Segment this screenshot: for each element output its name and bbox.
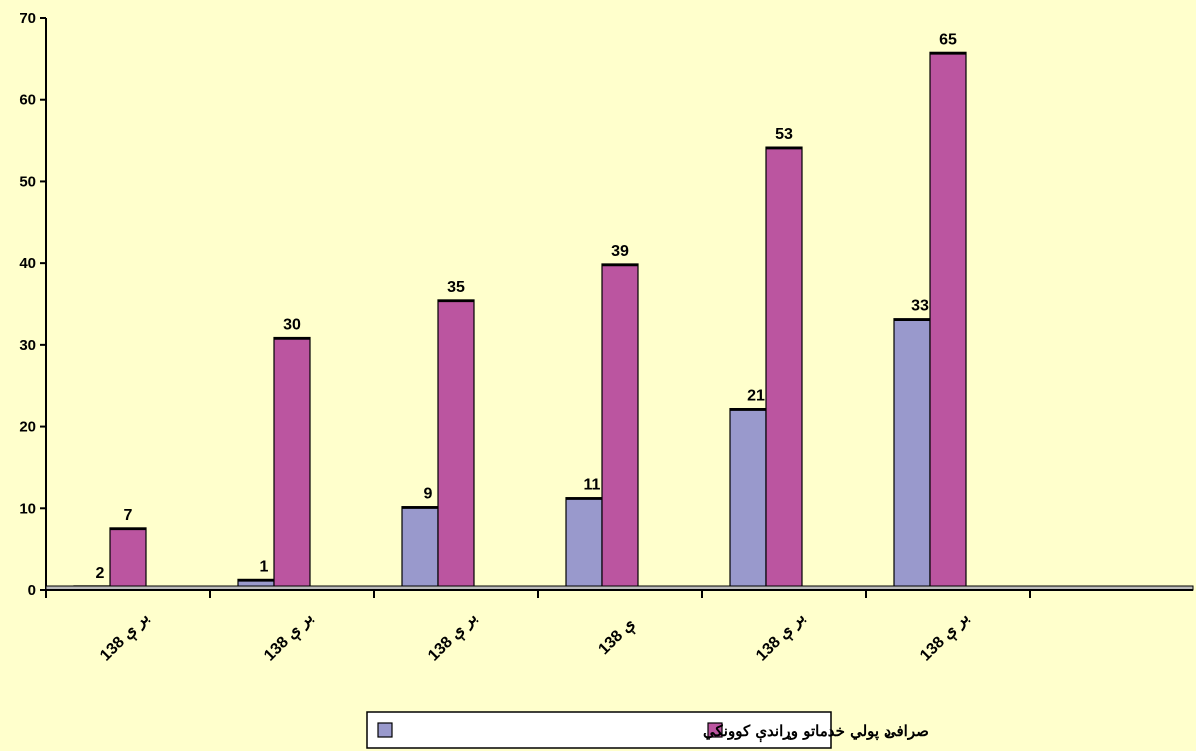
- data-label-series-2: 35: [447, 279, 465, 296]
- y-axis: 0 10 20 30 40 50 60 70: [19, 10, 47, 599]
- data-label-series-2: 39: [611, 243, 629, 260]
- y-tick-label: 40: [19, 255, 36, 272]
- bar-series-2: [109, 527, 147, 591]
- bar-series-1: [893, 318, 931, 591]
- data-label-series-2: 7: [124, 507, 133, 524]
- bars: [73, 51, 967, 591]
- x-category-label: 138 بر ې: [917, 609, 975, 667]
- data-label-series-2: 65: [939, 31, 957, 48]
- x-axis: 138 بر ې 138 بر ې 138 بر ې 138 ې 138 بر ې 138…: [45, 585, 1194, 667]
- data-label-series-2: 30: [283, 317, 301, 334]
- legend-swatch-series-1: [377, 722, 393, 738]
- bar-series-1: [729, 407, 767, 591]
- y-tick-label: 30: [19, 337, 36, 354]
- y-tick-label: 0: [28, 582, 36, 599]
- bar-series-2: [273, 336, 311, 591]
- bar-series-1: [401, 506, 439, 591]
- legend: د پولي خدماتو وړاندې کوونکي صرافی: [366, 711, 929, 749]
- x-category-label: 138 بر ې: [97, 609, 155, 667]
- legend-label-series-1: صرافی: [884, 722, 929, 740]
- data-label-series-1: 21: [747, 388, 765, 405]
- y-tick-label: 70: [19, 10, 36, 27]
- bar-series-2: [437, 299, 475, 591]
- y-tick-label: 20: [19, 419, 36, 436]
- data-label-series-1: 9: [424, 486, 433, 503]
- x-category-label: 138 ې: [595, 615, 640, 660]
- bar-series-2: [929, 51, 967, 591]
- bar-series-2: [601, 263, 639, 591]
- legend-swatch-series-2: [707, 722, 723, 738]
- y-tick-label: 60: [19, 92, 36, 109]
- legend-label-series-2: د پولي خدماتو وړاندې کوونکي: [703, 722, 891, 743]
- x-category-label: 138 بر ې: [753, 609, 811, 667]
- y-tick-label: 50: [19, 173, 36, 190]
- data-label-series-1: 1: [260, 558, 269, 575]
- y-tick-label: 10: [19, 500, 36, 517]
- x-category-label: 138 بر ې: [425, 609, 483, 667]
- bar-series-1: [565, 497, 603, 591]
- bar-series-2: [765, 146, 803, 591]
- data-label-series-2: 53: [775, 126, 793, 143]
- data-label-series-1: 33: [911, 298, 929, 315]
- data-label-series-1: 11: [584, 477, 601, 494]
- legend-box: [366, 711, 832, 749]
- data-labels: 2 7 1 30 9 35 11 39 21 53 33 65: [96, 31, 957, 582]
- data-label-series-1: 2: [96, 565, 105, 582]
- x-category-label: 138 بر ې: [261, 609, 319, 667]
